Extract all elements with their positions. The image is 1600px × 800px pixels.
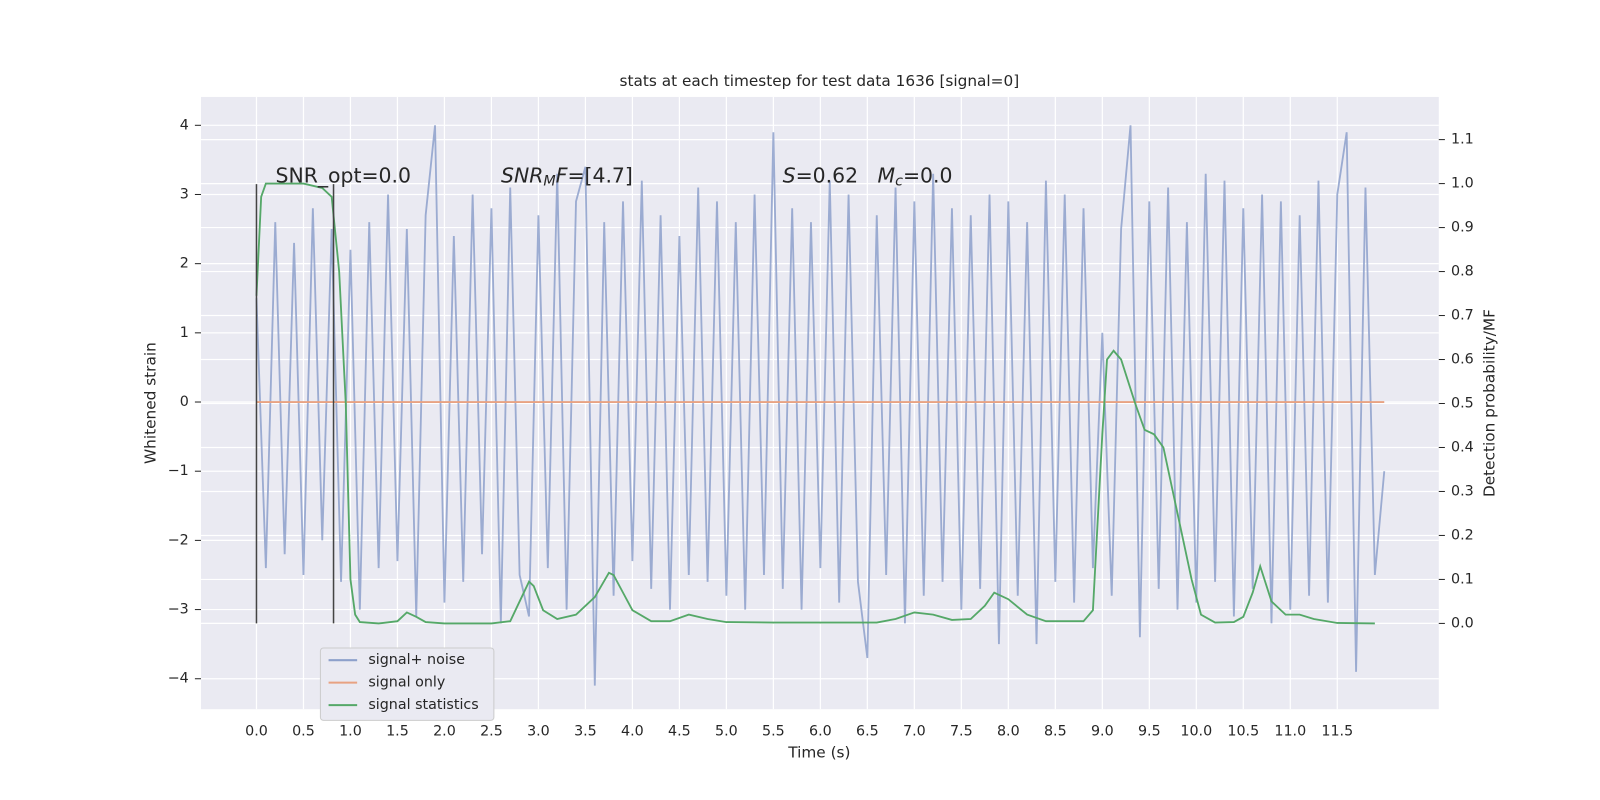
x-tick-label: 10.5 <box>1227 724 1259 740</box>
series-line <box>255 125 1386 686</box>
x-tick-label: 7.5 <box>950 724 973 740</box>
marks: SNR_opt=0.0 SNRMF=[4.7] S=0.62 Mc=0.0 <box>255 125 1386 686</box>
x-tick-label: 11.5 <box>1321 724 1353 740</box>
legend-label: signal statistics <box>368 697 478 713</box>
x-tick-label: 8.0 <box>997 724 1020 740</box>
annotation-part: F <box>556 164 568 188</box>
y-tick-label: −3 <box>168 602 189 618</box>
y2-axis-label: Detection probability/MF <box>1480 309 1498 497</box>
annotation-part: =0.62 <box>796 164 878 188</box>
x-tick-label: 11.0 <box>1274 724 1306 740</box>
x-tick-label: 2.5 <box>480 724 503 740</box>
x-tick-label: 0.0 <box>245 724 268 740</box>
legend: signal+ noise signal only signal statistic… <box>319 647 495 721</box>
y-tick-label: 3 <box>180 186 189 202</box>
x-axis-label: Time (s) <box>787 744 850 762</box>
x-tick-label: 8.5 <box>1044 724 1067 740</box>
x-tick-label: 9.0 <box>1091 724 1114 740</box>
x-tick-label: 9.5 <box>1138 724 1161 740</box>
y2-tick-label: 0.6 <box>1451 352 1474 368</box>
y-tick-label: 4 <box>180 117 189 133</box>
y2-tick-label: 0.0 <box>1451 615 1474 631</box>
y2-tick-label: 0.2 <box>1451 527 1474 543</box>
annotation-part: M <box>878 164 896 188</box>
y-axis-label: Whitened strain <box>142 342 160 464</box>
annotation-part: SNR <box>501 164 543 188</box>
y-tick-label: −4 <box>168 671 189 687</box>
annotation-part: c <box>895 174 903 190</box>
y-tick-label: 1 <box>180 325 189 341</box>
x-tick-label: 3.5 <box>574 724 597 740</box>
x-tick-label: 4.0 <box>621 724 644 740</box>
annotation-part: M <box>543 174 555 190</box>
chart-title: stats at each timestep for test data 163… <box>620 72 1020 90</box>
legend-label: signal only <box>368 675 445 691</box>
annotation: SNRMF=[4.7] <box>501 164 633 190</box>
y2-tick-label: 0.3 <box>1451 483 1474 499</box>
x-tick-label: 6.5 <box>856 724 879 740</box>
x-tick-label: 2.0 <box>433 724 456 740</box>
y-tick-label: 2 <box>180 256 189 272</box>
y2-tick-label: 1.1 <box>1451 132 1474 148</box>
x-tick-label: 5.0 <box>715 724 738 740</box>
x-tick-label: 6.0 <box>809 724 832 740</box>
y-tick-label: −1 <box>168 463 189 479</box>
y-tick-label: −2 <box>168 532 189 548</box>
legend-label: signal+ noise <box>368 652 465 668</box>
y2-tick-label: 0.9 <box>1451 220 1474 236</box>
x-tick-label: 7.0 <box>903 724 926 740</box>
legend-box <box>319 647 495 721</box>
annotation-part: SNR_opt=0.0 <box>276 164 412 189</box>
x-tick-label: 1.5 <box>386 724 409 740</box>
y2-tick-label: 0.7 <box>1451 308 1474 324</box>
axes: 0.0 0.5 1.0 1.5 2.0 2.5 3.0 3.5 4.0 4.5 5.0 5.5 6.0 6… <box>168 117 1474 739</box>
annotation: S=0.62 Mc=0.0 <box>783 164 953 190</box>
y2-tick-label: 0.4 <box>1451 439 1474 455</box>
annotation-part: =0.0 <box>903 164 953 188</box>
annotation: SNR_opt=0.0 <box>276 164 412 189</box>
y2-tick-label: 0.5 <box>1451 396 1474 412</box>
y2-tick-label: 0.8 <box>1451 264 1474 280</box>
annotation-part: =[4.7] <box>567 164 632 188</box>
x-tick-label: 0.5 <box>292 724 315 740</box>
series-line <box>255 182 1375 625</box>
x-tick-label: 4.5 <box>668 724 691 740</box>
y2-tick-label: 0.1 <box>1451 571 1474 587</box>
annotation-part: S <box>783 164 796 188</box>
x-tick-label: 5.5 <box>762 724 785 740</box>
y-tick-label: 0 <box>180 394 189 410</box>
x-tick-label: 3.0 <box>527 724 550 740</box>
y2-tick-label: 1.0 <box>1451 176 1474 192</box>
x-tick-label: 10.0 <box>1180 724 1212 740</box>
x-tick-label: 1.0 <box>339 724 362 740</box>
